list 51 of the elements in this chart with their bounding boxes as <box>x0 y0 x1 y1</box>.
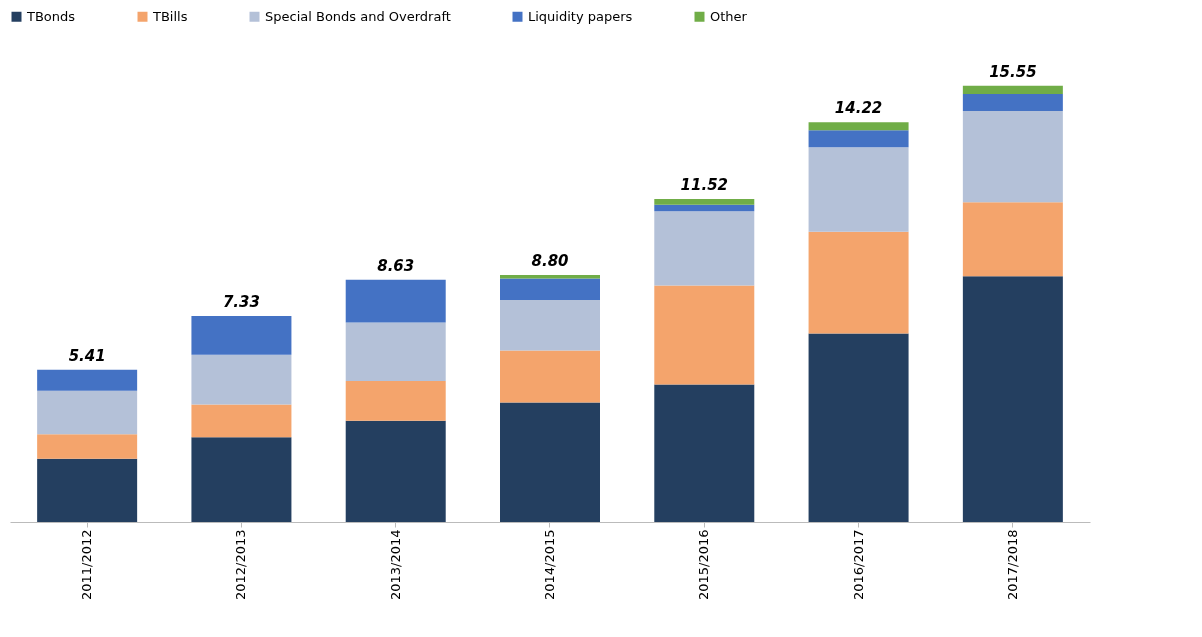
bar <box>962 202 1063 277</box>
bar <box>500 402 600 522</box>
bar <box>500 275 600 279</box>
bar <box>808 333 909 522</box>
bar <box>500 299 600 351</box>
bar <box>808 122 909 131</box>
bar <box>962 93 1063 111</box>
bar <box>962 276 1063 522</box>
x-tick-label: 2014/2015 <box>542 529 557 601</box>
x-tick-label: 2011/2012 <box>79 529 95 601</box>
bar <box>962 110 1063 203</box>
bar <box>654 211 755 286</box>
bar <box>191 437 292 522</box>
bar <box>37 369 138 391</box>
legend-label: TBills <box>152 8 188 24</box>
bar <box>808 147 909 232</box>
legend-label: Special Bonds and Overdraft <box>265 8 451 24</box>
bar <box>654 199 755 205</box>
x-tick-label: 2013/2014 <box>387 529 403 601</box>
annotation: 14.22 <box>834 99 883 118</box>
bar <box>345 381 446 421</box>
x-tick-label: 2015/2016 <box>696 529 712 601</box>
bar <box>191 354 292 405</box>
bar <box>37 434 138 459</box>
bar <box>808 130 909 148</box>
annotation: 8.63 <box>377 256 415 275</box>
bar <box>37 458 138 522</box>
legend-label: Other <box>710 8 748 24</box>
bar <box>962 85 1063 94</box>
annotation: 7.33 <box>222 293 260 312</box>
annotation: 11.52 <box>680 176 729 195</box>
bar <box>345 279 446 323</box>
x-tick-label: 2016/2017 <box>850 529 866 601</box>
bar <box>500 278 600 300</box>
bar <box>191 316 292 355</box>
bar <box>500 350 600 403</box>
legend-label: TBonds <box>26 8 76 24</box>
bar <box>191 404 292 438</box>
bar <box>37 390 138 435</box>
bar <box>808 231 909 334</box>
legend-label: Liquidity papers <box>528 8 633 24</box>
x-tick-label: 2017/2018 <box>1004 529 1020 601</box>
bar <box>345 420 446 522</box>
x-tick-label: 2012/2013 <box>233 529 249 601</box>
annotation: 8.80 <box>531 252 569 271</box>
bar <box>654 204 755 212</box>
bar <box>654 285 755 385</box>
annotation: 15.55 <box>989 62 1037 81</box>
bar <box>345 322 446 382</box>
annotation: 5.41 <box>68 346 106 365</box>
bar <box>654 384 755 522</box>
